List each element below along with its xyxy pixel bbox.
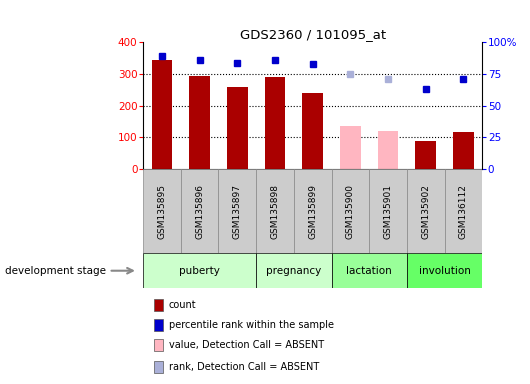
Text: pregnancy: pregnancy: [266, 266, 322, 276]
Bar: [445, 169, 482, 253]
Text: GSM135900: GSM135900: [346, 184, 355, 239]
Bar: [332, 169, 369, 253]
Bar: [294, 169, 332, 253]
Bar: [416, 141, 436, 169]
Bar: [154, 361, 163, 373]
Text: GSM135897: GSM135897: [233, 184, 242, 239]
Bar: [453, 132, 474, 169]
Text: GSM135898: GSM135898: [270, 184, 279, 239]
Text: GSM135902: GSM135902: [421, 184, 430, 238]
Bar: [369, 169, 407, 253]
Bar: [302, 93, 323, 169]
Text: lactation: lactation: [347, 266, 392, 276]
Text: GSM135895: GSM135895: [157, 184, 166, 239]
Text: puberty: puberty: [179, 266, 220, 276]
Bar: [154, 339, 163, 351]
Title: GDS2360 / 101095_at: GDS2360 / 101095_at: [240, 28, 386, 41]
Bar: [181, 169, 218, 253]
Text: development stage: development stage: [5, 266, 107, 276]
Text: GSM135901: GSM135901: [384, 184, 393, 239]
Text: GSM135896: GSM135896: [195, 184, 204, 239]
Bar: [256, 253, 332, 288]
Bar: [143, 253, 256, 288]
Bar: [189, 76, 210, 169]
Text: involution: involution: [419, 266, 471, 276]
Text: rank, Detection Call = ABSENT: rank, Detection Call = ABSENT: [169, 362, 319, 372]
Text: GSM135899: GSM135899: [308, 184, 317, 239]
Bar: [154, 319, 163, 331]
Bar: [264, 77, 285, 169]
Bar: [218, 169, 256, 253]
Bar: [407, 169, 445, 253]
Bar: [407, 253, 482, 288]
Text: GSM136112: GSM136112: [459, 184, 468, 238]
Bar: [154, 299, 163, 311]
Text: percentile rank within the sample: percentile rank within the sample: [169, 320, 334, 330]
Bar: [332, 253, 407, 288]
Bar: [256, 169, 294, 253]
Text: count: count: [169, 300, 196, 310]
Bar: [143, 169, 181, 253]
Bar: [340, 126, 361, 169]
Bar: [378, 131, 399, 169]
Bar: [152, 60, 172, 169]
Bar: [227, 87, 248, 169]
Text: value, Detection Call = ABSENT: value, Detection Call = ABSENT: [169, 340, 324, 350]
